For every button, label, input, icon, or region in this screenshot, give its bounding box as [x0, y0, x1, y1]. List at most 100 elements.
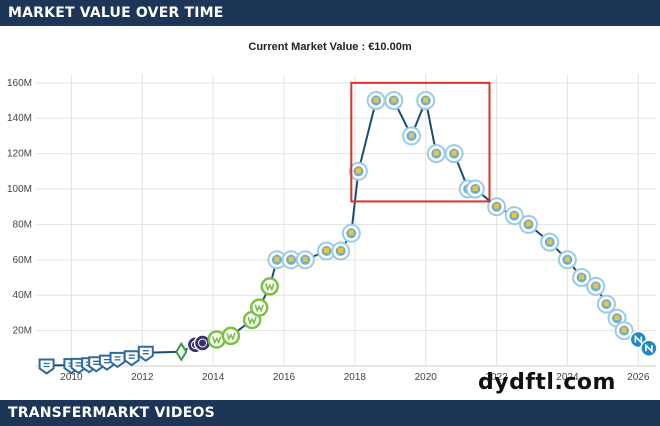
city-badge-shield [494, 203, 500, 209]
data-point[interactable] [175, 341, 188, 362]
data-point[interactable] [540, 232, 560, 252]
shield-stripe [103, 358, 110, 364]
footer-title: TRANSFERMARKT VIDEOS [8, 405, 215, 421]
data-point[interactable] [331, 241, 351, 261]
data-point[interactable] [402, 126, 421, 146]
y-tick-label: 20M [13, 326, 32, 337]
y-tick-label: 100M [7, 184, 32, 195]
grid [36, 74, 656, 367]
data-point[interactable] [557, 250, 577, 270]
data-point[interactable] [640, 339, 658, 358]
city-badge-shield [593, 283, 599, 289]
city-badge-shield [355, 168, 361, 174]
chart-title: Current Market Value : €10.00m [248, 41, 411, 53]
data-point[interactable] [260, 277, 280, 296]
header-title: MARKET VALUE OVER TIME [8, 5, 224, 21]
data-point[interactable] [426, 144, 446, 164]
watermark: dydftl.com [478, 370, 616, 395]
data-point[interactable] [465, 179, 485, 199]
x-axis: 2010 2012 2014 2016 2018 2020 2022 2024 2026 [60, 372, 650, 383]
werder-badge-icon [175, 341, 188, 362]
data-point[interactable] [123, 350, 140, 367]
wolfsburg-w-icon [254, 304, 264, 313]
city-badge-shield [614, 315, 620, 321]
wolfsburg-w-icon [247, 316, 257, 326]
napoli-n-icon [634, 334, 643, 345]
footer-bar: TRANSFERMARKT VIDEOS [0, 400, 660, 426]
data-point[interactable] [614, 321, 634, 341]
data-point[interactable] [341, 223, 361, 243]
x-tick-label: 2014 [202, 372, 225, 383]
city-badge-shield [547, 239, 553, 245]
city-badge-shield [302, 256, 308, 262]
y-tick-label: 140M [7, 113, 32, 124]
data-point[interactable] [416, 91, 436, 110]
x-tick-label: 2018 [344, 372, 367, 383]
club-badge-ring [198, 338, 207, 348]
city-badge-shield [338, 248, 344, 253]
city-badge-shield [511, 212, 517, 218]
x-tick-label: 2016 [273, 372, 296, 383]
shield-stripe [142, 350, 149, 355]
y-tick-label: 160M [7, 78, 32, 89]
napoli-n-icon [645, 343, 653, 354]
data-point[interactable] [384, 91, 404, 110]
x-tick-label: 2012 [131, 372, 154, 383]
data-point[interactable] [281, 250, 301, 270]
header-bar: MARKET VALUE OVER TIME [0, 0, 660, 26]
shield-stripe [75, 362, 82, 367]
y-axis: 20M 40M 60M 80M 100M 120M 140M 160M [7, 78, 32, 337]
x-tick-label: 2024 [556, 372, 579, 383]
x-tick-label: 2010 [60, 372, 83, 383]
shield-stripe [128, 354, 135, 359]
data-point[interactable] [586, 276, 606, 296]
city-badge-shield [603, 301, 609, 307]
city-badge-shield [433, 150, 439, 156]
y-tick-label: 60M [13, 255, 32, 266]
data-point[interactable] [444, 144, 464, 164]
city-badge-shield [564, 256, 570, 262]
data-points [38, 91, 658, 375]
data-point[interactable] [193, 334, 212, 352]
city-badge-shield [348, 230, 354, 236]
highlight-group [350, 81, 491, 203]
wolfsburg-w-icon [226, 332, 236, 341]
y-tick-label: 40M [13, 290, 32, 301]
market-value-chart: Current Market Value : €10.00m 20M 40M 60M… [7, 41, 658, 383]
wolfsburg-w-icon [211, 336, 222, 345]
city-badge-shield [373, 97, 379, 103]
y-tick-label: 80M [13, 219, 32, 230]
data-point[interactable] [504, 206, 524, 226]
data-point[interactable] [137, 345, 154, 362]
city-badge-shield [423, 97, 429, 103]
data-point[interactable] [572, 268, 592, 287]
city-badge-shield [324, 248, 329, 253]
city-badge-shield [579, 274, 585, 280]
city-badge-shield [409, 132, 414, 138]
x-tick-label: 2020 [415, 372, 438, 383]
data-point[interactable] [519, 214, 538, 234]
data-point[interactable] [295, 250, 315, 270]
data-point[interactable] [38, 358, 55, 375]
data-point[interactable] [249, 298, 269, 317]
x-tick-label: 2026 [627, 372, 650, 383]
chart-area: Current Market Value : €10.00m 20M 40M 60M… [0, 26, 660, 400]
city-badge-shield [472, 186, 478, 191]
wolfsburg-w-icon [265, 283, 275, 292]
data-point[interactable] [596, 294, 616, 314]
data-point[interactable] [487, 197, 507, 217]
city-badge-shield [621, 327, 627, 333]
data-point[interactable] [348, 161, 368, 181]
city-badge-shield [391, 97, 397, 103]
shield-stripe [43, 362, 50, 368]
shield-stripe [114, 356, 121, 361]
data-point[interactable] [221, 326, 241, 346]
data-point[interactable] [366, 91, 386, 110]
y-tick-label: 120M [7, 149, 32, 160]
city-badge-shield [526, 221, 531, 227]
data-point[interactable] [109, 351, 126, 369]
shield-stripe [93, 360, 100, 365]
city-badge-shield [288, 256, 294, 262]
highlight-box [350, 81, 491, 203]
city-badge-shield [451, 150, 457, 156]
